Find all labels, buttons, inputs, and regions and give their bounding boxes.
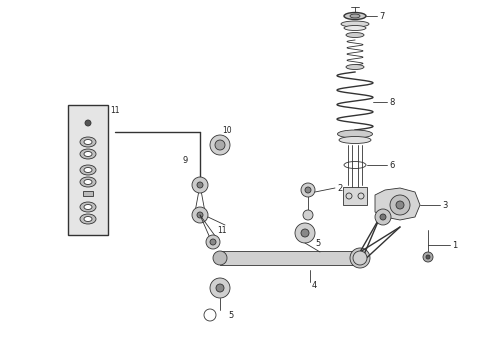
Circle shape bbox=[210, 135, 230, 155]
Bar bbox=[83, 191, 93, 196]
Circle shape bbox=[295, 223, 315, 243]
Ellipse shape bbox=[341, 21, 369, 27]
Circle shape bbox=[356, 254, 364, 262]
Text: 2: 2 bbox=[337, 184, 342, 193]
Ellipse shape bbox=[346, 32, 364, 37]
Text: 11: 11 bbox=[110, 105, 120, 114]
Ellipse shape bbox=[80, 214, 96, 224]
Circle shape bbox=[192, 207, 208, 223]
Text: 3: 3 bbox=[442, 201, 447, 210]
Ellipse shape bbox=[80, 177, 96, 187]
Circle shape bbox=[380, 214, 386, 220]
Bar bbox=[220, 251, 360, 265]
Ellipse shape bbox=[84, 152, 92, 157]
Ellipse shape bbox=[84, 180, 92, 185]
Ellipse shape bbox=[84, 167, 92, 172]
Ellipse shape bbox=[80, 165, 96, 175]
Text: 4: 4 bbox=[312, 280, 317, 289]
Ellipse shape bbox=[339, 136, 371, 144]
Polygon shape bbox=[375, 188, 420, 220]
Ellipse shape bbox=[350, 14, 360, 18]
Circle shape bbox=[206, 235, 220, 249]
Ellipse shape bbox=[84, 204, 92, 210]
Ellipse shape bbox=[84, 140, 92, 144]
Ellipse shape bbox=[346, 64, 364, 69]
Text: 5: 5 bbox=[315, 239, 320, 248]
Text: 11: 11 bbox=[217, 225, 226, 234]
Circle shape bbox=[390, 195, 410, 215]
Circle shape bbox=[197, 212, 203, 218]
Circle shape bbox=[353, 251, 367, 265]
Text: 5: 5 bbox=[228, 311, 233, 320]
Text: 6: 6 bbox=[389, 161, 394, 170]
Circle shape bbox=[423, 252, 433, 262]
Circle shape bbox=[305, 187, 311, 193]
Text: 10: 10 bbox=[222, 126, 232, 135]
Circle shape bbox=[216, 284, 224, 292]
Text: 9: 9 bbox=[182, 156, 187, 165]
Circle shape bbox=[192, 177, 208, 193]
Circle shape bbox=[375, 209, 391, 225]
Ellipse shape bbox=[213, 251, 227, 265]
Circle shape bbox=[301, 229, 309, 237]
Circle shape bbox=[210, 278, 230, 298]
Circle shape bbox=[396, 201, 404, 209]
Bar bbox=[343, 187, 367, 205]
Ellipse shape bbox=[344, 13, 366, 19]
Text: 1: 1 bbox=[452, 240, 457, 249]
Circle shape bbox=[426, 255, 430, 259]
Ellipse shape bbox=[353, 251, 367, 265]
Circle shape bbox=[301, 183, 315, 197]
Ellipse shape bbox=[80, 137, 96, 147]
Circle shape bbox=[215, 140, 225, 150]
Ellipse shape bbox=[80, 202, 96, 212]
Circle shape bbox=[85, 120, 91, 126]
Circle shape bbox=[350, 248, 370, 268]
Circle shape bbox=[303, 210, 313, 220]
Text: 8: 8 bbox=[389, 98, 394, 107]
Ellipse shape bbox=[84, 216, 92, 221]
Bar bbox=[68, 105, 108, 235]
Circle shape bbox=[210, 239, 216, 245]
Ellipse shape bbox=[338, 130, 372, 138]
Ellipse shape bbox=[80, 149, 96, 159]
Text: 7: 7 bbox=[379, 12, 384, 21]
Ellipse shape bbox=[344, 26, 366, 31]
Circle shape bbox=[197, 182, 203, 188]
